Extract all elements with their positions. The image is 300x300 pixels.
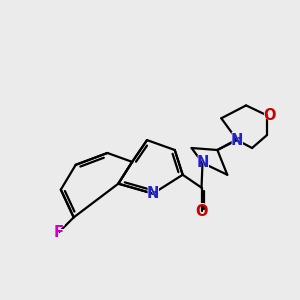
Text: O: O [194,202,209,220]
Text: N: N [195,154,210,172]
Text: N: N [147,186,159,201]
Text: O: O [262,106,277,124]
Text: O: O [264,108,276,123]
Text: F: F [53,223,65,241]
Text: N: N [196,155,209,170]
Text: N: N [231,133,243,148]
Text: F: F [54,225,64,240]
Text: N: N [146,184,160,202]
Text: N: N [230,131,244,149]
Text: O: O [195,204,208,219]
